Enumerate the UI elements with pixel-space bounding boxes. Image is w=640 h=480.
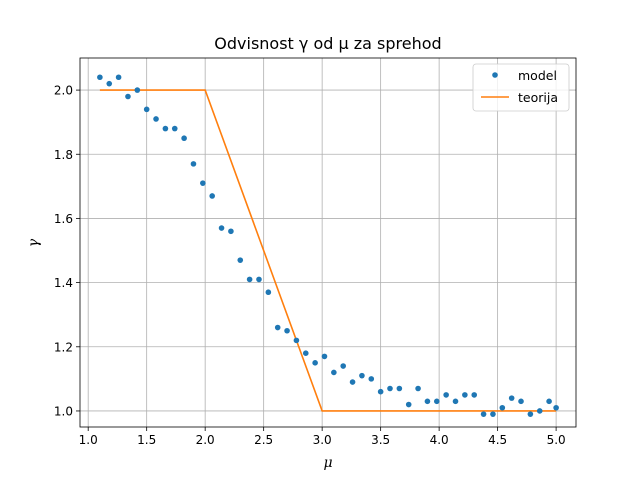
model-point — [368, 376, 375, 382]
x-tick-label: 2.0 — [196, 433, 215, 447]
legend-label-teorija: teorija — [518, 90, 558, 105]
chart-title: Odvisnost γ od μ za sprehod — [214, 34, 441, 53]
model-point — [237, 257, 244, 263]
model-point — [265, 289, 272, 296]
model-point — [462, 392, 468, 398]
model-point — [471, 392, 478, 398]
model-point — [181, 135, 187, 142]
model-point — [256, 276, 262, 283]
model-point — [162, 125, 169, 132]
model-point — [553, 404, 559, 411]
model-point — [527, 411, 534, 417]
x-tick-label: 2.5 — [254, 433, 273, 447]
model-point — [452, 398, 459, 405]
x-axis-label: μ — [323, 455, 332, 471]
model-point — [312, 360, 318, 366]
model-point — [546, 398, 552, 405]
x-tick-label: 1.0 — [79, 433, 98, 447]
x-tick-label: 4.0 — [430, 433, 449, 447]
model-point — [387, 385, 393, 392]
model-point — [331, 369, 337, 376]
model-point — [190, 161, 197, 167]
model-point — [405, 401, 412, 408]
model-point — [274, 324, 281, 331]
legend: model teorija — [472, 63, 570, 112]
y-tick-label: 1.2 — [54, 340, 73, 354]
model-point — [171, 125, 178, 132]
model-point — [499, 404, 506, 411]
x-tick-label: 3.5 — [371, 433, 390, 447]
model-point — [340, 363, 347, 369]
teorija-line — [99, 89, 557, 412]
model-point — [218, 225, 225, 231]
y-tick-label: 2.0 — [54, 84, 73, 98]
series-model — [97, 74, 559, 417]
model-point — [284, 327, 290, 334]
model-point — [321, 353, 328, 360]
model-point — [415, 385, 421, 392]
model-point — [424, 398, 431, 405]
model-point — [153, 116, 159, 122]
x-tick-label: 3.0 — [313, 433, 332, 447]
model-point — [490, 411, 496, 417]
x-tick-label: 5.0 — [547, 433, 566, 447]
model-point — [134, 87, 141, 93]
model-point — [518, 398, 524, 405]
y-axis-label: γ — [26, 238, 42, 247]
x-tick-label: 4.5 — [488, 433, 507, 447]
y-tick-label: 1.0 — [54, 404, 73, 418]
y-tick-label: 1.8 — [54, 148, 73, 162]
model-point — [480, 411, 487, 417]
model-point — [200, 180, 206, 186]
model-point — [359, 372, 365, 379]
model-point — [143, 106, 150, 113]
axis-ticks: 1.0 1.5 2.0 2.5 3.0 3.5 4.0 4.5 5.0 1.0 1.2 1.4 1.6 1… — [54, 84, 566, 447]
model-point — [508, 395, 515, 401]
model-point — [106, 80, 113, 87]
model-point — [396, 385, 403, 392]
model-point — [293, 337, 300, 344]
x-tick-label: 1.5 — [137, 433, 156, 447]
model-point — [115, 74, 122, 81]
model-point — [433, 398, 440, 405]
legend-marker-model — [492, 72, 498, 78]
model-point — [228, 228, 234, 235]
series-teorija — [99, 89, 557, 412]
model-point — [377, 388, 384, 395]
model-point — [443, 392, 449, 398]
model-point — [125, 93, 131, 100]
model-point — [536, 408, 543, 414]
model-point — [209, 193, 215, 199]
y-tick-label: 1.4 — [54, 276, 73, 290]
legend-label-model: model — [518, 68, 557, 83]
model-point — [349, 379, 356, 385]
plot-frame — [79, 57, 577, 428]
y-tick-label: 1.6 — [54, 212, 73, 226]
model-point — [246, 276, 253, 283]
model-point — [97, 74, 103, 81]
model-point — [302, 350, 309, 357]
